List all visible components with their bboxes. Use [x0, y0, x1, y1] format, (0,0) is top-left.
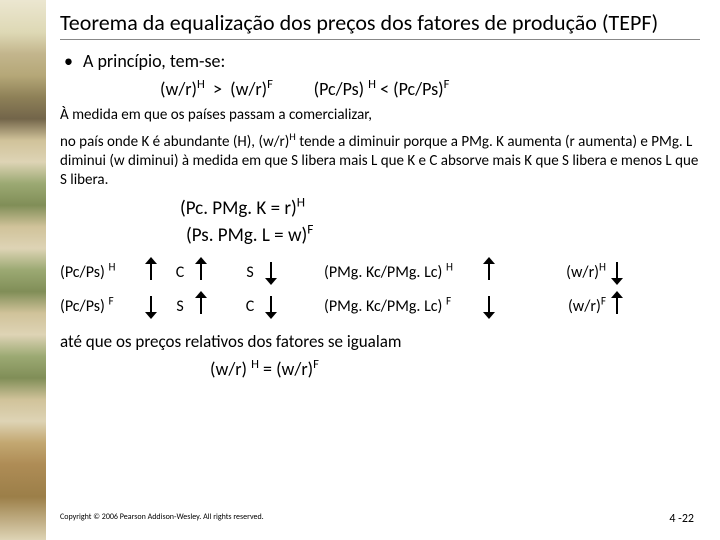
flow-row-2: (Pc/Ps) F S C (PMg. Kc/PMg. Lc) F (w/r)F: [60, 289, 700, 323]
eq1-space: [273, 78, 314, 100]
eqc2-sup: F: [307, 221, 313, 238]
eq1b-supH: H: [368, 77, 376, 92]
r2-left-sup: F: [108, 294, 113, 308]
r2-right: (w/r)F: [540, 297, 606, 316]
r1-arrow5: [606, 260, 628, 284]
eq1b-right: (Pc/Ps): [393, 78, 443, 100]
arrow-down-icon: [264, 260, 278, 284]
eqc2-a: (Ps. PMg. L = w): [186, 224, 307, 247]
r2-right-a: (w/r): [568, 297, 601, 316]
bullet-text: A princípio, tem-se:: [83, 50, 225, 72]
page-number: 4 -22: [669, 512, 694, 526]
r2-left: (Pc/Ps) F: [60, 297, 140, 316]
eq1b-left: (Pc/Ps): [314, 78, 369, 100]
bullet-marker: •: [64, 50, 73, 72]
r2-arrow4: [478, 294, 500, 318]
final-text: até que os preços relativos dos fatores …: [60, 331, 700, 352]
bullet-row: • A princípio, tem-se:: [60, 50, 700, 72]
flow-rows: (Pc/Ps) H C S (PMg. Kc/PMg. Lc) H (w/r)H…: [60, 255, 700, 323]
paragraph-1: À medida em que os países passam a comer…: [60, 106, 700, 125]
r2-arrow3: [260, 294, 282, 318]
eq1b-supF: F: [444, 77, 450, 92]
r2-c: S: [170, 297, 190, 316]
final-eq-supF: F: [313, 357, 319, 372]
arrow-down-icon: [264, 294, 278, 318]
eqc1-sup: H: [297, 194, 305, 211]
paragraph-2: no país onde K é abundante (H), (w/r)H t…: [60, 133, 700, 189]
r1-big-sup: H: [446, 260, 453, 274]
r1-s: S: [240, 263, 260, 282]
arrow-down-icon: [144, 294, 158, 318]
left-decor-strip: [0, 0, 46, 540]
slide-title: Teorema da equalização dos preços dos fa…: [60, 10, 700, 40]
r1-left: (Pc/Ps) H: [60, 263, 140, 282]
final-eq-supH: H: [251, 357, 259, 372]
eq1-right: (w/r): [230, 78, 267, 100]
r1-arrow2: [190, 260, 212, 284]
r1-left-a: (Pc/Ps): [60, 263, 108, 282]
r1-arrow3: [260, 260, 282, 284]
slide-content: Teorema da equalização dos preços dos fa…: [60, 0, 700, 540]
final-eq-b: (w/r): [276, 358, 313, 380]
eq1-supH: H: [197, 77, 205, 92]
eq-center-2: (Ps. PMg. L = w)F: [186, 224, 700, 247]
r2-big-sup: F: [446, 294, 451, 308]
final-eq-mid: =: [259, 358, 276, 380]
flow-row-1: (Pc/Ps) H C S (PMg. Kc/PMg. Lc) H (w/r)H: [60, 255, 700, 289]
para2-a: no país onde K é abundante (H), (w/r): [60, 133, 289, 151]
r1-arrow1: [140, 260, 162, 284]
arrow-up-icon: [144, 260, 158, 284]
eq1-left: (w/r): [160, 78, 197, 100]
copyright-text: Copyright © 2006 Pearson Addison-Wesley.…: [60, 512, 264, 522]
arrow-up-icon: [610, 294, 624, 318]
eqc1-a: (Pc. PMg. K = r): [180, 197, 297, 220]
r1-left-sup: H: [108, 260, 115, 274]
arrow-up-icon: [482, 260, 496, 284]
eq-center-1: (Pc. PMg. K = r)H: [180, 197, 700, 220]
r2-left-a: (Pc/Ps): [60, 297, 108, 316]
eq1b-lt: <: [376, 78, 393, 100]
r2-arrow1: [140, 294, 162, 318]
arrow-down-icon: [482, 294, 496, 318]
r2-arrow2: [190, 294, 212, 318]
r1-big: (PMg. Kc/PMg. Lc) H: [310, 263, 478, 282]
eq1-gt: >: [205, 78, 230, 100]
final-eq-a: (w/r): [210, 358, 251, 380]
r2-s: C: [240, 297, 260, 316]
r1-arrow4: [478, 260, 500, 284]
r1-right: (w/r)H: [540, 263, 606, 282]
r1-right-a: (w/r): [566, 263, 599, 282]
final-eq: (w/r) H = (w/r)F: [210, 358, 700, 380]
r2-big: (PMg. Kc/PMg. Lc) F: [310, 297, 478, 316]
equation-line-1: (w/r)H > (w/r)F (Pc/Ps) H < (Pc/Ps)F: [160, 78, 700, 100]
r1-big-a: (PMg. Kc/PMg. Lc): [324, 263, 446, 282]
r1-c: C: [170, 263, 190, 282]
r2-big-a: (PMg. Kc/PMg. Lc): [324, 297, 446, 316]
r1-right-sup: H: [599, 260, 606, 274]
r2-arrow5: [606, 294, 628, 318]
arrow-up-icon: [194, 260, 208, 284]
arrow-down-icon: [610, 260, 624, 284]
arrow-up-icon: [194, 294, 208, 318]
